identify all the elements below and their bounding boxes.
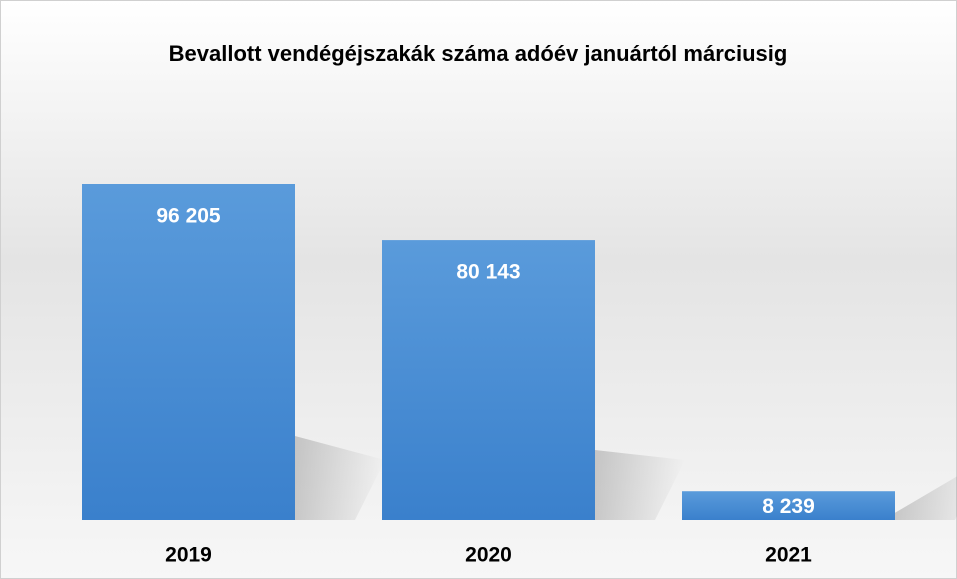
bar-shadow [295,436,385,520]
bar [682,491,895,520]
bar [82,184,295,520]
x-tick-label: 2019 [165,544,212,567]
bar [382,240,595,520]
data-label: 96 205 [156,205,221,228]
x-tick-label: 2021 [765,544,812,567]
chart-title: Bevallott vendégéjszakák száma adóév jan… [169,41,788,66]
bar-shadow [595,450,685,520]
data-label: 80 143 [456,261,520,284]
shadows [295,436,957,520]
bar-shadow [895,476,957,520]
x-tick-label: 2020 [465,544,512,567]
data-label: 8 239 [762,495,815,518]
